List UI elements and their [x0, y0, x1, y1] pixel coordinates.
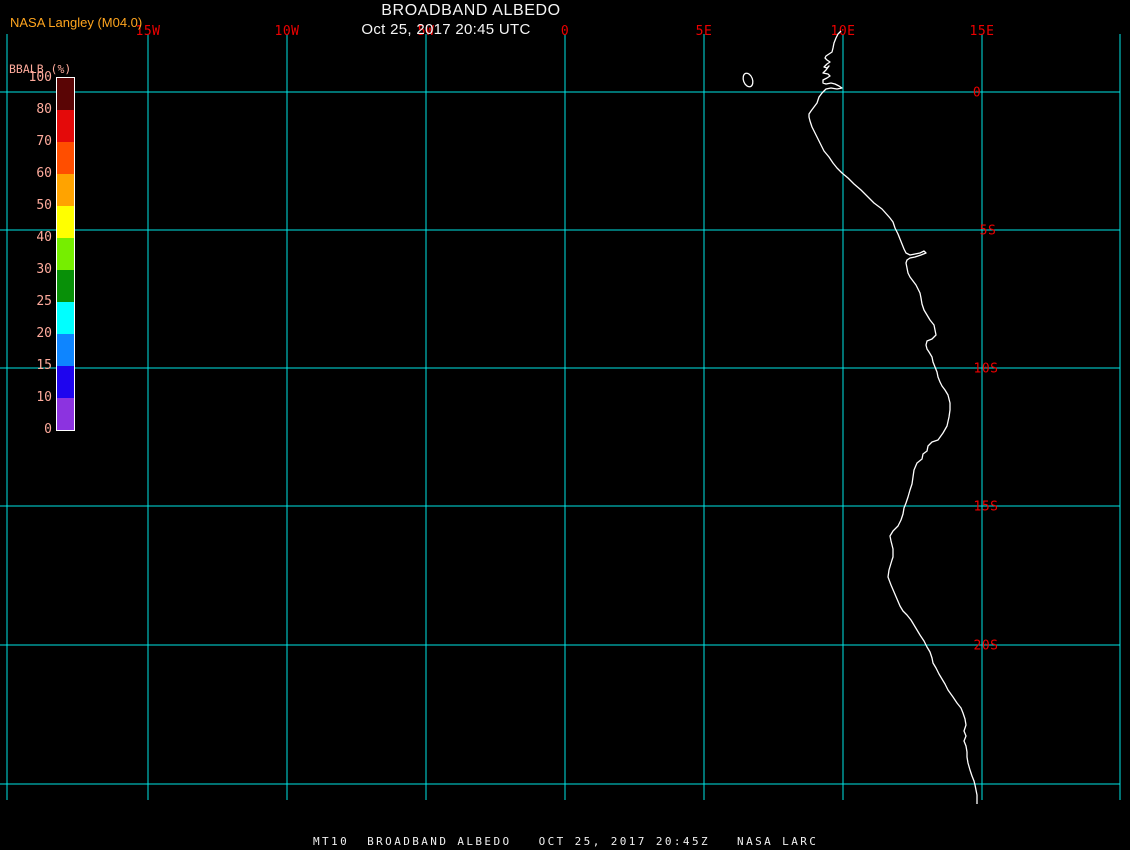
colorbar-segment — [57, 270, 74, 302]
lon-tick-label: 0 — [561, 24, 569, 39]
colorbar-tick-label: 60 — [36, 165, 52, 181]
colorbar-tick-label: 10 — [36, 389, 52, 405]
lon-tick-label: 15E — [970, 24, 995, 39]
colorbar-segment — [57, 334, 74, 366]
colorbar-tick-label: 30 — [36, 261, 52, 277]
colorbar-tick-label: 100 — [28, 69, 52, 85]
lon-tick-label: 10W — [275, 24, 300, 39]
lat-tick-label: 20S — [974, 639, 999, 654]
colorbar-segment — [57, 398, 74, 430]
source-label: NASA Langley (M04.0) — [10, 15, 143, 30]
page-subtitle: Oct 25, 2017 20:45 UTC — [361, 21, 531, 38]
footer-caption: MT10 BROADBAND ALBEDO OCT 25, 2017 20:45… — [313, 835, 819, 848]
colorbar-segment — [57, 302, 74, 334]
lon-tick-label: 5E — [696, 24, 713, 39]
lat-tick-label: 15S — [974, 500, 999, 515]
colorbar-tick-label: 0 — [44, 421, 52, 437]
lat-tick-label: 5S — [980, 224, 997, 239]
colorbar-segment — [57, 78, 74, 110]
page-title: BROADBAND ALBEDO — [381, 2, 561, 19]
colorbar-tick-label: 15 — [36, 357, 52, 373]
lat-tick-label: 0 — [973, 86, 981, 101]
colorbar-segment — [57, 142, 74, 174]
lon-tick-label: 5W — [418, 24, 435, 39]
colorbar-tick-label: 25 — [36, 293, 52, 309]
colorbar — [56, 77, 75, 431]
lon-tick-label: 10E — [831, 24, 856, 39]
colorbar-segment — [57, 110, 74, 142]
colorbar-segment — [57, 174, 74, 206]
colorbar-segment — [57, 206, 74, 238]
colorbar-title: BBALB (%) — [9, 62, 72, 76]
lon-tick-label: 15W — [136, 24, 161, 39]
lat-tick-label: 10S — [974, 362, 999, 377]
colorbar-tick-label: 70 — [36, 133, 52, 149]
colorbar-tick-label: 80 — [36, 101, 52, 117]
colorbar-tick-label: 50 — [36, 197, 52, 213]
colorbar-tick-label: 40 — [36, 229, 52, 245]
island-outline — [742, 72, 754, 88]
colorbar-segment — [57, 238, 74, 270]
colorbar-segment — [57, 366, 74, 398]
colorbar-tick-label: 20 — [36, 325, 52, 341]
coastline-path — [808, 30, 978, 804]
